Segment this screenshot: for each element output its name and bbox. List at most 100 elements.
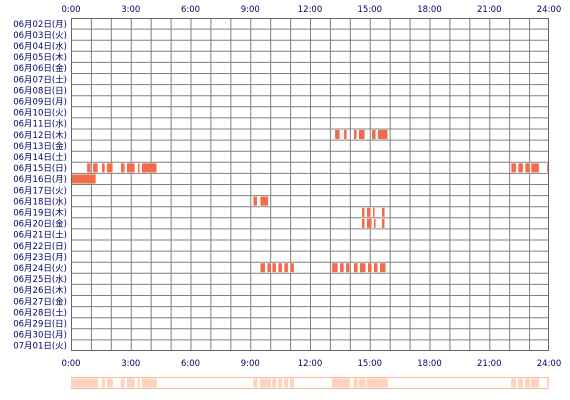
activity-bar xyxy=(361,218,365,229)
date-label: 06月17日(火) xyxy=(13,186,67,196)
activity-bar xyxy=(141,162,157,173)
activity-bar xyxy=(359,262,366,273)
x-tick-label: 24:00 xyxy=(537,5,562,15)
activity-bar xyxy=(381,218,385,229)
summary-segment xyxy=(359,378,366,388)
date-label: 06月11日(水) xyxy=(13,119,67,130)
summary-segment xyxy=(120,378,125,388)
activity-bar xyxy=(70,173,97,184)
summary-segment xyxy=(339,378,344,388)
date-label: 06月10日(火) xyxy=(13,109,67,119)
date-label: 06月29日(日) xyxy=(13,319,67,329)
summary-segment xyxy=(353,378,358,388)
activity-bar xyxy=(373,262,378,273)
activity-bar xyxy=(331,262,339,273)
activity-bar xyxy=(289,262,295,273)
summary-segment xyxy=(101,378,105,388)
date-label: 06月25日(水) xyxy=(13,274,67,285)
date-label: 06月24日(火) xyxy=(13,264,67,274)
summary-segment xyxy=(547,378,549,388)
activity-bar xyxy=(373,218,376,229)
date-label: 06月12日(木) xyxy=(13,130,67,141)
date-label: 06月02日(月) xyxy=(13,20,67,30)
activity-bar xyxy=(283,262,289,273)
date-label: 06月16日(月) xyxy=(13,175,67,185)
summary-segment xyxy=(71,378,96,388)
date-label: 06月05日(木) xyxy=(13,52,67,63)
x-tick-label: 9:00 xyxy=(241,359,260,369)
summary-segment xyxy=(253,378,258,388)
date-label: 06月30日(月) xyxy=(13,331,67,341)
summary-segment xyxy=(511,378,517,388)
date-label: 06月18日(水) xyxy=(13,196,67,207)
x-tick-label: 15:00 xyxy=(358,359,383,369)
summary-segment xyxy=(272,378,277,388)
date-label: 06月19日(木) xyxy=(13,207,67,218)
activity-bar xyxy=(271,262,277,273)
activity-bar xyxy=(253,196,258,207)
x-tick-label: 21:00 xyxy=(477,359,502,369)
activity-bar xyxy=(334,129,341,140)
date-label: 06月27日(金) xyxy=(13,296,67,307)
x-tick-label: 15:00 xyxy=(358,5,383,15)
x-tick-label: 6:00 xyxy=(181,359,200,369)
summary-segment xyxy=(331,378,338,388)
x-tick-label: 0:00 xyxy=(61,5,80,15)
x-tick-label: 0:00 xyxy=(61,359,80,369)
activity-bar xyxy=(106,162,114,173)
date-label: 06月09日(月) xyxy=(13,97,67,107)
activity-bar xyxy=(339,262,345,273)
x-tick-label: 3:00 xyxy=(121,5,140,15)
activity-bar xyxy=(353,129,358,140)
x-tick-label: 12:00 xyxy=(298,5,323,15)
plot-border xyxy=(71,18,549,351)
date-label: 07月01日(火) xyxy=(13,342,67,352)
activity-bar xyxy=(86,162,92,173)
activity-bar xyxy=(366,218,372,229)
x-tick-label: 21:00 xyxy=(477,5,502,15)
summary-segment xyxy=(531,378,540,388)
activity-bar xyxy=(366,207,371,218)
activity-bar xyxy=(260,196,269,207)
activity-bar xyxy=(137,162,140,173)
date-label: 06月26日(木) xyxy=(13,285,67,296)
activity-bar xyxy=(358,129,365,140)
summary-segment xyxy=(267,378,272,388)
date-label: 06月03日(火) xyxy=(13,31,67,41)
summary-segment xyxy=(525,378,531,388)
summary-segment xyxy=(126,378,135,388)
activity-bar xyxy=(101,162,106,173)
activity-bar xyxy=(361,207,365,218)
date-label: 06月28日(土) xyxy=(13,307,67,318)
activity-bar xyxy=(126,162,135,173)
date-label: 06月20日(金) xyxy=(13,219,67,230)
date-label: 06月21日(土) xyxy=(13,230,67,241)
activity-bar xyxy=(524,162,531,173)
activity-bar xyxy=(381,207,385,218)
activity-bar xyxy=(353,262,359,273)
x-tick-label: 18:00 xyxy=(417,359,442,369)
date-label: 06月07日(土) xyxy=(13,74,67,85)
x-tick-label: 6:00 xyxy=(181,5,200,15)
date-label: 06月04日(水) xyxy=(13,41,67,52)
summary-segment xyxy=(367,378,372,388)
activity-bar xyxy=(92,162,99,173)
summary-segment xyxy=(260,378,266,388)
date-label: 06月23日(月) xyxy=(13,253,67,263)
activity-bar xyxy=(510,162,517,173)
activity-bar xyxy=(277,262,283,273)
x-tick-label: 3:00 xyxy=(121,359,140,369)
summary-segment xyxy=(278,378,283,388)
summary-segment xyxy=(379,378,386,388)
activity-bar xyxy=(372,207,375,218)
summary-segment xyxy=(290,378,295,388)
activity-bar xyxy=(517,162,524,173)
date-row-labels: 06月02日(月)06月03日(火)06月04日(水)06月05日(木) 06月0… xyxy=(13,20,67,352)
x-axis-bottom-tick-labels: 0:00 3:00 6:00 9:00 12:00 15:00 18:00 21:00 24:0… xyxy=(61,359,561,369)
summary-segment xyxy=(345,378,350,388)
plot-frame xyxy=(71,18,549,351)
activity-bar xyxy=(345,262,351,273)
activity-bar xyxy=(343,129,348,140)
x-tick-label: 24:00 xyxy=(537,359,562,369)
